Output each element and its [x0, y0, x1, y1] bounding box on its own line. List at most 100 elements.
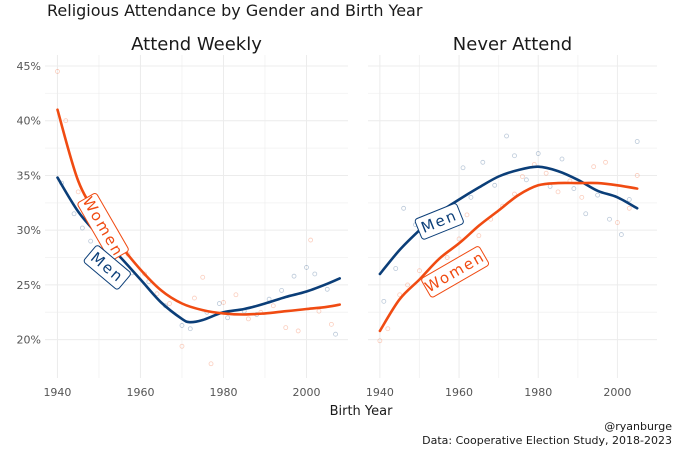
data-point-women [519, 174, 525, 179]
data-point-men [187, 326, 193, 332]
x-tick-label: 2000 [292, 386, 320, 399]
x-tick-label: 1980 [209, 386, 237, 399]
data-point-men [618, 232, 624, 237]
caption-handle: @ryanburge [604, 420, 672, 433]
data-point-women [512, 191, 517, 197]
data-point-men [626, 197, 632, 202]
data-point-women [208, 361, 214, 367]
y-tick-label: 45% [17, 60, 41, 73]
data-point-women [200, 274, 206, 280]
data-point-women [634, 173, 640, 178]
facet-panel-1: Attend Weekly 1940 1960 1980 2000 20% 25% 30% 35… [17, 34, 348, 399]
series-label-men: Men [414, 203, 464, 240]
x-tick-label: 1960 [445, 386, 473, 399]
series-label-box [421, 246, 490, 298]
data-point-women [308, 237, 314, 243]
data-point-women [55, 69, 60, 74]
data-point-women [179, 343, 185, 349]
y-tick-label: 30% [17, 224, 41, 237]
data-point-men [492, 182, 498, 188]
data-point-men [333, 331, 338, 337]
data-point-women [245, 316, 251, 322]
x-tick-label: 2000 [603, 386, 631, 399]
data-point-women [543, 170, 549, 176]
data-point-men [468, 194, 474, 200]
data-point-men [71, 211, 77, 217]
data-point-women [456, 236, 462, 242]
data-point-men [279, 288, 284, 293]
data-point-women [295, 328, 301, 334]
series-line-women [378, 181, 639, 333]
data-point-women [377, 338, 383, 344]
data-point-women [615, 220, 620, 225]
data-point-men [559, 156, 565, 162]
series-label-box [414, 203, 464, 240]
data-point-men [381, 298, 387, 304]
data-point-men [607, 216, 612, 222]
data-point-men [523, 177, 529, 183]
y-tick-label: 40% [17, 115, 41, 128]
data-point-women [417, 268, 422, 274]
x-tick-label: 1960 [126, 386, 154, 399]
data-point-men [401, 205, 407, 211]
data-point-women [397, 292, 403, 298]
data-point-men [393, 266, 399, 271]
data-point-women [75, 189, 81, 195]
data-point-men [291, 273, 297, 279]
data-point-women [63, 118, 69, 124]
data-point-women [270, 303, 276, 309]
data-point-women [328, 321, 334, 327]
data-point-women [476, 233, 482, 239]
x-tick-label: 1940 [366, 386, 394, 399]
data-point-men [312, 271, 318, 277]
series-label-box [83, 245, 131, 290]
caption-source: Data: Cooperative Election Study, 2018-2… [422, 434, 672, 447]
data-point-men [304, 265, 309, 270]
data-point-women [603, 159, 608, 165]
data-point-men [79, 225, 85, 231]
series-label-women: Women [421, 246, 490, 298]
data-point-women [167, 301, 172, 306]
data-point-women [385, 326, 391, 332]
data-point-women [316, 308, 322, 314]
data-point-women [555, 189, 561, 195]
x-tick-label: 1980 [524, 386, 552, 399]
data-point-men [460, 165, 466, 171]
data-point-women [233, 292, 239, 298]
x-axis-label: Birth Year [330, 404, 394, 419]
data-point-women [626, 205, 632, 211]
data-point-women [283, 325, 289, 331]
data-point-women [444, 255, 450, 260]
data-point-men [480, 159, 486, 165]
data-point-men [324, 286, 330, 292]
data-point-men [634, 139, 640, 144]
data-point-women [579, 194, 585, 200]
facet-panel-2: Never Attend 1940 1960 1980 2000 Men Women [366, 34, 657, 399]
chart-title: Religious Attendance by Gender and Birth… [47, 1, 423, 20]
data-point-men [535, 151, 541, 156]
data-point-men [595, 192, 601, 198]
data-point-men [547, 183, 553, 189]
data-point-men [179, 323, 185, 328]
data-point-men [512, 153, 517, 159]
data-point-women [464, 212, 470, 218]
data-point-women [154, 291, 160, 297]
data-point-women [221, 300, 226, 305]
data-point-men [571, 186, 577, 191]
y-tick-label: 35% [17, 169, 41, 182]
series-label-text: Women [422, 247, 489, 296]
y-tick-label: 20% [17, 334, 41, 347]
data-point-women [405, 282, 410, 288]
data-point-men [583, 211, 589, 217]
data-point-men [216, 301, 222, 306]
data-point-women [591, 164, 597, 170]
data-point-men [504, 133, 509, 139]
x-tick-label: 1940 [43, 386, 71, 399]
facet-panels: Attend Weekly 1940 1960 1980 2000 20% 25% 30% 35… [17, 34, 657, 399]
data-point-women [192, 295, 197, 301]
data-point-men [88, 238, 94, 244]
series-label-box [77, 192, 129, 261]
y-tick-label: 25% [17, 279, 41, 292]
data-point-men [225, 315, 231, 321]
